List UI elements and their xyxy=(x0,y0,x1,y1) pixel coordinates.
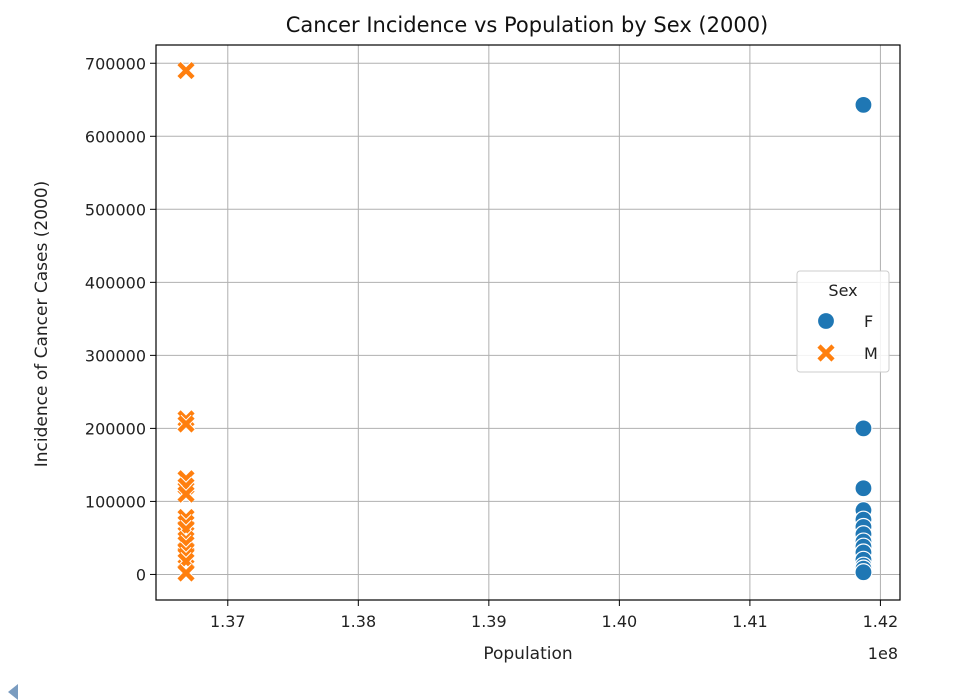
axis-ticks: 1.37 1.38 1.39 1.40 1.41 1.42 0 100000 200000 300… xyxy=(85,54,898,631)
legend-marker-f xyxy=(816,311,836,331)
y-tick-label: 500000 xyxy=(85,200,146,219)
grid-lines xyxy=(156,45,900,600)
legend-label-f: F xyxy=(864,312,873,331)
y-tick-label: 700000 xyxy=(85,54,146,73)
data-point-f xyxy=(854,95,873,114)
y-tick-label: 0 xyxy=(136,565,146,584)
legend-label-m: M xyxy=(864,344,878,363)
y-tick-label: 600000 xyxy=(85,127,146,146)
x-axis-offset-label: 1e8 xyxy=(868,644,898,663)
legend-title: Sex xyxy=(828,281,857,300)
x-tick-label: 1.40 xyxy=(602,612,638,631)
legend: Sex FM xyxy=(796,270,890,373)
data-point-m xyxy=(176,484,196,504)
plot-frame xyxy=(155,44,901,601)
y-tick-label: 300000 xyxy=(85,346,146,365)
x-tick-label: 1.41 xyxy=(732,612,768,631)
y-tick-label: 200000 xyxy=(85,419,146,438)
scroll-arrow-icon[interactable] xyxy=(8,684,18,700)
legend-items: FM xyxy=(816,311,878,363)
data-point-m xyxy=(176,414,196,434)
data-point-f xyxy=(854,479,873,498)
data-point-m xyxy=(176,61,196,80)
x-tick-label: 1.39 xyxy=(471,612,507,631)
chart-title: Cancer Incidence vs Population by Sex (2… xyxy=(286,13,769,37)
data-point-m xyxy=(176,563,196,583)
x-tick-label: 1.42 xyxy=(863,612,899,631)
data-points xyxy=(176,61,873,583)
y-tick-label: 400000 xyxy=(85,273,146,292)
data-point-f xyxy=(854,563,873,582)
x-axis-title: Population xyxy=(483,644,572,664)
legend-marker-m xyxy=(816,343,836,363)
y-tick-label: 100000 xyxy=(85,492,146,511)
data-point-f xyxy=(854,419,873,438)
x-tick-label: 1.38 xyxy=(341,612,377,631)
x-tick-label: 1.37 xyxy=(210,612,246,631)
y-axis-title: Incidence of Cancer Cases (2000) xyxy=(32,181,52,468)
